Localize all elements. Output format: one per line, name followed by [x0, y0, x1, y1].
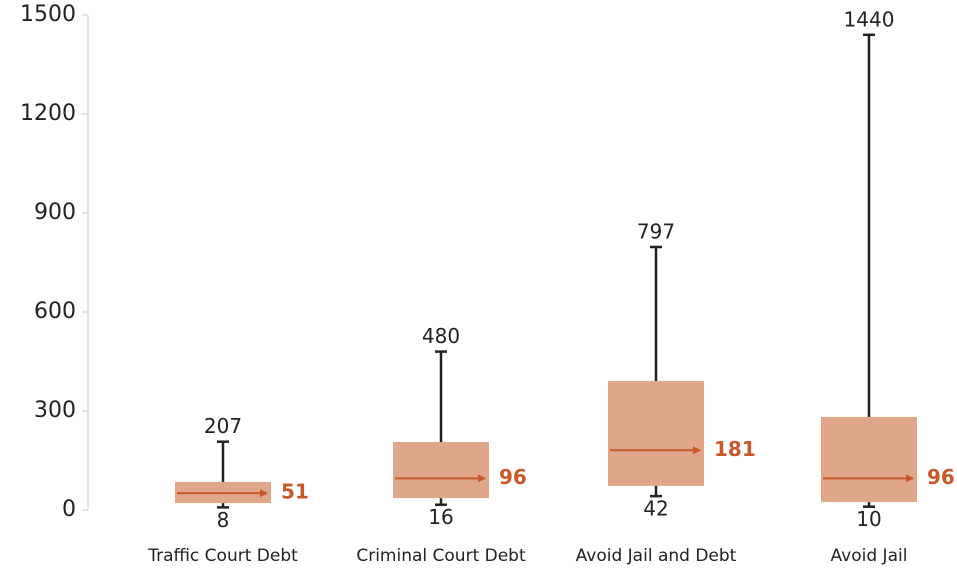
median-label: 51 — [281, 480, 309, 504]
y-tick-label: 900 — [34, 200, 76, 225]
max-label: 797 — [637, 219, 675, 243]
y-tick-label: 1200 — [20, 101, 76, 126]
box — [393, 442, 489, 499]
x-tick-label: Avoid Jail and Debt — [576, 546, 737, 566]
y-tick-label: 600 — [34, 299, 76, 324]
min-label: 42 — [643, 497, 668, 521]
max-label: 1440 — [844, 7, 895, 31]
max-label: 207 — [204, 414, 242, 438]
min-label: 16 — [428, 505, 453, 529]
min-label: 8 — [217, 508, 230, 532]
min-label: 10 — [856, 507, 881, 531]
x-tick-label: Traffic Court Debt — [147, 546, 298, 566]
x-tick-label: Avoid Jail — [831, 546, 908, 566]
max-label: 480 — [422, 324, 460, 348]
box — [608, 380, 704, 486]
y-tick-label: 1500 — [20, 2, 76, 27]
box — [821, 416, 917, 503]
x-tick-label: Criminal Court Debt — [356, 546, 526, 566]
y-tick-label: 0 — [62, 497, 76, 522]
median-label: 96 — [499, 465, 527, 489]
y-tick-label: 300 — [34, 398, 76, 423]
median-label: 181 — [714, 437, 756, 461]
median-label: 96 — [927, 465, 955, 489]
